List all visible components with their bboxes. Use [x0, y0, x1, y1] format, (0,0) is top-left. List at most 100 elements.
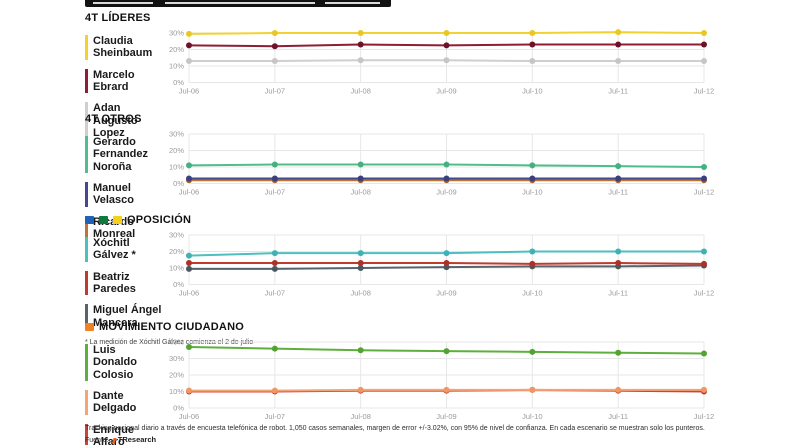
footer: Tracking nacional diario a través de enc… — [85, 424, 753, 445]
svg-text:Jul-11: Jul-11 — [608, 289, 628, 298]
legend-label: Miguel Ángel Mancera — [93, 304, 162, 329]
legend-label: Manuel Velasco — [93, 181, 134, 207]
section-title: 4T LÍDERES — [85, 12, 151, 24]
svg-text:Jul-08: Jul-08 — [350, 188, 370, 197]
svg-text:10%: 10% — [169, 62, 184, 71]
line-chart-oposicion: 0% 10% 20% 30% Jul-06 Jul-07 Jul-08 Jul-09 Jul-1… — [169, 231, 714, 298]
legend-label: Enrique Alfaro — [93, 423, 134, 445]
legend-item: Dante Delgado — [85, 389, 162, 415]
banner-text-fragment — [165, 2, 315, 4]
legend-item: Miguel Ángel Mancera — [85, 304, 162, 329]
source-logo-icon — [111, 437, 117, 444]
svg-text:Jul-06: Jul-06 — [179, 188, 199, 197]
svg-text:Jul-09: Jul-09 — [436, 412, 456, 421]
section-header: OPOSICIÓN — [85, 214, 714, 226]
svg-text:Jul-12: Jul-12 — [694, 188, 714, 197]
svg-text:Jul-11: Jul-11 — [608, 412, 628, 421]
mc-logo-icon — [85, 323, 94, 331]
svg-text:10%: 10% — [169, 387, 184, 396]
svg-text:10%: 10% — [169, 163, 184, 172]
legend: Gerardo Fernandez Noroña Manuel Velasco … — [85, 128, 162, 249]
svg-text:30%: 30% — [169, 231, 184, 240]
title-banner — [85, 0, 391, 7]
pan-logo-icon — [85, 216, 94, 224]
source-logo: TResearch — [111, 435, 157, 445]
section-title: OPOSICIÓN — [127, 214, 192, 226]
line-chart-movimiento-ciudadano: 0% 10% 20% 30% 40% Jul-06 Jul-07 Jul-08 Jul-09 Ju… — [169, 338, 714, 422]
legend-item: Claudia Sheinbaum — [85, 35, 162, 60]
legend-label: Claudia Sheinbaum — [93, 35, 153, 60]
svg-text:Jul-12: Jul-12 — [694, 412, 714, 421]
legend: Luis Donaldo Colosio Dante Delgado Enriq… — [85, 336, 162, 445]
legend-label: Beatriz Paredes — [93, 270, 136, 295]
svg-text:30%: 30% — [169, 130, 184, 139]
pri-logo-icon — [99, 216, 108, 224]
section-title: 4T OTROS — [85, 113, 142, 125]
banner-text-fragment — [93, 2, 153, 4]
svg-text:Jul-07: Jul-07 — [265, 188, 285, 197]
svg-text:20%: 20% — [169, 371, 184, 380]
legend-label: Gerardo Fernandez Noroña — [93, 136, 149, 173]
svg-text:Jul-11: Jul-11 — [608, 188, 628, 197]
legend-item: Luis Donaldo Colosio — [85, 344, 162, 381]
svg-text:Jul-07: Jul-07 — [265, 289, 285, 298]
methodology-text: Tracking nacional diario a través de enc… — [85, 425, 705, 432]
svg-text:Jul-10: Jul-10 — [522, 188, 542, 197]
section-header: 4T OTROS — [85, 113, 714, 125]
svg-text:Jul-12: Jul-12 — [694, 289, 714, 298]
legend-label: Luis Donaldo Colosio — [93, 344, 137, 381]
svg-text:0%: 0% — [173, 179, 184, 188]
legend-label: Dante Delgado — [93, 389, 137, 415]
chart-footnote: * La medición de Xóchitl Gálvez comienza… — [85, 338, 254, 346]
svg-text:Jul-08: Jul-08 — [350, 87, 370, 96]
svg-text:Jul-12: Jul-12 — [694, 87, 714, 96]
source-line: Fuente: TResearch — [85, 435, 753, 445]
section-4t-otros: 4T OTROS Gerardo Fernandez Noroña Manuel… — [85, 113, 714, 249]
svg-text:10%: 10% — [169, 264, 184, 273]
svg-text:Jul-06: Jul-06 — [179, 87, 199, 96]
svg-text:Jul-07: Jul-07 — [265, 87, 285, 96]
line-chart-4t-otros: 0% 10% 20% 30% Jul-06 Jul-07 Jul-08 Jul-09 Jul-1… — [169, 130, 714, 197]
legend-item: Gerardo Fernandez Noroña — [85, 136, 162, 173]
svg-text:Jul-09: Jul-09 — [436, 188, 456, 197]
line-chart-4t-lideres: 0% 10% 20% 30% Jul-06 Jul-07 Jul-08 Jul-09 Jul-1… — [169, 29, 714, 96]
svg-text:Jul-10: Jul-10 — [522, 412, 542, 421]
svg-text:30%: 30% — [169, 29, 184, 38]
svg-text:Jul-07: Jul-07 — [265, 412, 285, 421]
svg-text:30%: 30% — [169, 354, 184, 363]
section-header: 4T LÍDERES — [85, 12, 714, 24]
legend-item: Adan Augusto Lopez — [85, 102, 162, 140]
legend-label: Xóchitl Gálvez * — [93, 237, 136, 262]
svg-text:20%: 20% — [169, 45, 184, 54]
section-4t-lideres: 4T LÍDERES Claudia Sheinbaum Marcelo Ebr… — [85, 12, 714, 148]
banner-text-fragment — [325, 2, 380, 4]
source-label: Fuente: — [85, 436, 109, 444]
section-oposicion: OPOSICIÓN Xóchitl Gálvez * Beatriz Pared… — [85, 214, 714, 346]
legend-item: Manuel Velasco — [85, 181, 162, 207]
legend-label: Marcelo Ebrard — [93, 68, 135, 93]
legend-label: Adan Augusto Lopez — [93, 102, 138, 139]
svg-text:20%: 20% — [169, 146, 184, 155]
legend-item: Enrique Alfaro — [85, 423, 162, 445]
section-movimiento-ciudadano: MOVIMIENTO CIUDADANO Luis Donaldo Colosi… — [85, 321, 714, 445]
source-name: TResearch — [117, 435, 157, 445]
prd-logo-icon — [113, 216, 122, 224]
svg-text:0%: 0% — [173, 280, 184, 289]
legend: Claudia Sheinbaum Marcelo Ebrard Adan Au… — [85, 27, 162, 148]
svg-text:Jul-09: Jul-09 — [436, 87, 456, 96]
svg-text:Jul-09: Jul-09 — [436, 289, 456, 298]
svg-text:Jul-10: Jul-10 — [522, 289, 542, 298]
legend-item: Marcelo Ebrard — [85, 68, 162, 94]
svg-text:0%: 0% — [173, 78, 184, 87]
legend-item: Xóchitl Gálvez * — [85, 237, 162, 262]
legend: Xóchitl Gálvez * Beatriz Paredes Miguel … — [85, 229, 162, 338]
svg-text:Jul-06: Jul-06 — [179, 412, 199, 421]
svg-text:Jul-08: Jul-08 — [350, 289, 370, 298]
svg-text:Jul-08: Jul-08 — [350, 412, 370, 421]
svg-text:20%: 20% — [169, 247, 184, 256]
svg-text:Jul-11: Jul-11 — [608, 87, 628, 96]
svg-text:Jul-10: Jul-10 — [522, 87, 542, 96]
section-header: MOVIMIENTO CIUDADANO — [85, 321, 714, 333]
svg-text:40%: 40% — [169, 338, 184, 347]
